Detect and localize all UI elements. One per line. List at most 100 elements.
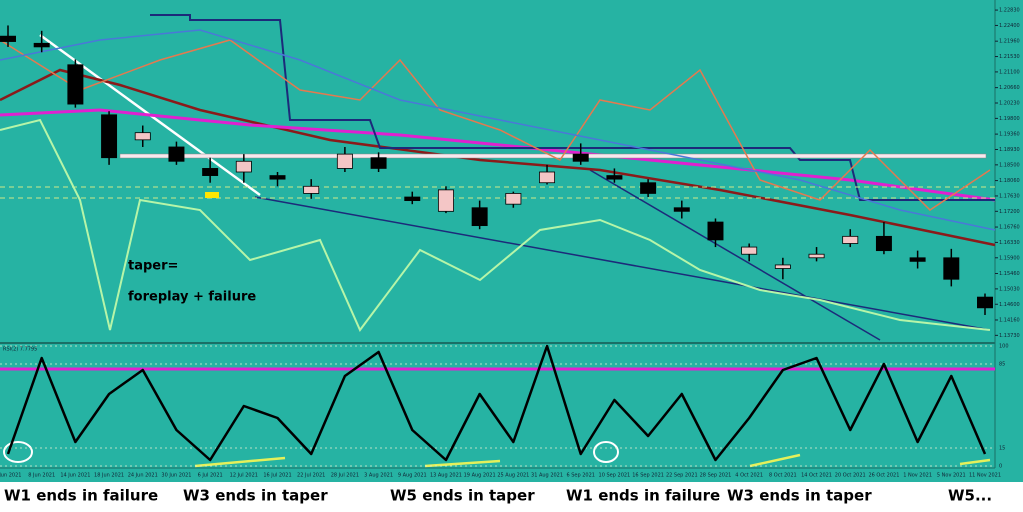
candle-body	[909, 257, 926, 262]
candle-body	[774, 264, 791, 269]
candle-body	[235, 160, 252, 173]
y-tick-label: 1.21960	[999, 39, 1020, 45]
chart-background	[0, 0, 1023, 482]
x-tick-label: 16 Sep 2021	[632, 473, 664, 479]
candle-body	[269, 175, 286, 180]
x-tick-label: 22 Sep 2021	[666, 473, 698, 479]
x-tick-label: 20 Oct 2021	[835, 473, 866, 479]
x-tick-label: 6 Jul 2021	[198, 473, 223, 479]
x-tick-label: 4 Oct 2021	[735, 473, 763, 479]
y-tick-label: 1.13730	[999, 333, 1020, 339]
candle-body	[134, 132, 151, 141]
y-tick-label: 1.14600	[999, 302, 1020, 308]
caption: W5...	[948, 487, 992, 505]
x-tick-label: 10 Sep 2021	[599, 473, 631, 479]
y-tick-label: 1.14160	[999, 317, 1020, 323]
divergence-line	[194, 456, 286, 468]
y-tick-label: 15	[999, 446, 1005, 452]
candle-body	[606, 175, 623, 180]
x-tick-label: 14 Jun 2021	[60, 473, 90, 479]
candle-body	[202, 168, 219, 176]
annotation: foreplay + failure	[128, 290, 256, 305]
y-tick-label: 1.20230	[999, 101, 1020, 107]
highlight-circle	[593, 441, 619, 463]
x-tick-label: 1 Nov 2021	[903, 473, 932, 479]
candle-body	[505, 193, 522, 205]
candle-body	[370, 157, 387, 169]
candle-body	[808, 253, 825, 259]
y-tick-label: 1.20660	[999, 85, 1020, 91]
y-tick-label: 1.18060	[999, 178, 1020, 184]
caption: W3 ends in taper	[727, 487, 872, 505]
x-tick-label: 13 Aug 2021	[430, 473, 462, 479]
x-tick-label: 18 Jun 2021	[94, 473, 124, 479]
candle-body	[640, 182, 657, 194]
trendline	[589, 169, 881, 341]
candle-body	[842, 235, 859, 244]
y-tick-label: 1.15030	[999, 286, 1020, 292]
marker	[205, 192, 219, 198]
candle-body	[572, 153, 589, 162]
y-tick-label: 1.18930	[999, 147, 1020, 153]
x-tick-label: 24 Jun 2021	[128, 473, 158, 479]
caption: W5 ends in taper	[390, 487, 535, 505]
y-tick-label: 1.16760	[999, 225, 1020, 231]
candle-body	[875, 235, 892, 252]
candle-body	[741, 246, 758, 255]
candle-body	[437, 189, 454, 212]
band-line	[0, 39, 991, 211]
candle-body	[67, 64, 84, 105]
x-tick-label: 30 Jun 2021	[161, 473, 191, 479]
trendline	[254, 196, 991, 331]
candle-body	[404, 196, 421, 201]
x-tick-label: 19 Aug 2021	[464, 473, 496, 479]
x-tick-label: 5 Nov 2021	[937, 473, 966, 479]
y-tick-label: 1.17200	[999, 209, 1020, 215]
candle-body	[673, 207, 690, 212]
rsi-line	[6, 344, 987, 462]
y-tick-label: 1.21530	[999, 54, 1020, 60]
annotation: taper=	[128, 259, 178, 274]
moving-average	[0, 68, 996, 247]
indicator-label: RSI(2) 7.7795	[3, 347, 37, 353]
x-tick-label: 9 Aug 2021	[398, 473, 427, 479]
y-tick-label: 1.22400	[999, 23, 1020, 29]
candle-body	[707, 221, 724, 241]
y-tick-label: 1.16330	[999, 240, 1020, 246]
x-tick-label: 11 Nov 2021	[969, 473, 1001, 479]
highlight-circle	[3, 441, 33, 463]
y-tick-label: 85	[999, 362, 1005, 368]
divergence-line	[749, 453, 801, 468]
y-tick-label: 1.19360	[999, 132, 1020, 138]
x-tick-label: 16 Jul 2021	[263, 473, 291, 479]
candle-body	[303, 185, 320, 194]
x-tick-label: 8 Jun 2021	[28, 473, 55, 479]
candle-body	[336, 153, 353, 169]
caption: W1 ends in failure	[4, 487, 158, 505]
y-tick-label: 1.22830	[999, 8, 1020, 14]
x-tick-label: 28 Sep 2021	[700, 473, 732, 479]
divergence-line	[959, 458, 991, 466]
x-tick-label: 12 Jul 2021	[230, 473, 258, 479]
y-tick-label: 0	[999, 464, 1002, 470]
band-line	[0, 29, 996, 231]
y-tick-label: 1.21100	[999, 69, 1020, 75]
candle-body	[471, 207, 488, 227]
caption: W3 ends in taper	[183, 487, 328, 505]
y-tick-label: 100	[999, 344, 1009, 350]
x-tick-label: 25 Aug 2021	[497, 473, 529, 479]
y-tick-label: 1.15900	[999, 255, 1020, 261]
marks: 1.22830 1.22400 1.21960 1.21530 1.21100 1.206…	[0, 8, 1020, 505]
y-tick-label: 1.17630	[999, 193, 1020, 199]
y-tick-label: 1.19800	[999, 116, 1020, 122]
candle-body	[539, 171, 556, 184]
band-line	[0, 118, 991, 332]
x-tick-label: 26 Oct 2021	[868, 473, 899, 479]
candle-body	[0, 35, 16, 42]
channel-line	[150, 14, 995, 201]
x-tick-label: 22 Jul 2021	[297, 473, 325, 479]
candle-body	[101, 114, 118, 159]
x-tick-label: 31 Aug 2021	[531, 473, 563, 479]
caption: W1 ends in failure	[566, 487, 720, 505]
